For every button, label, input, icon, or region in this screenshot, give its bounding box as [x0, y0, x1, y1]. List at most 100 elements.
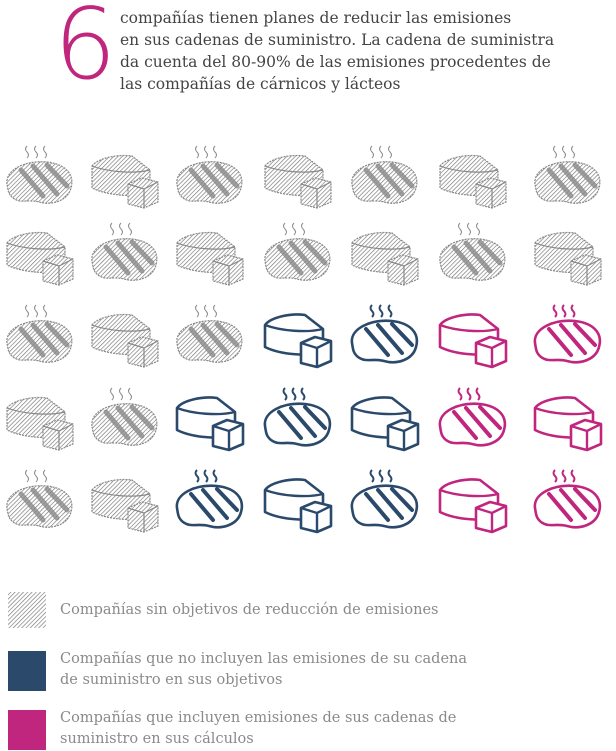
steam — [301, 222, 305, 236]
cheese-cube-edge — [127, 505, 159, 532]
steak-stripe — [18, 167, 46, 199]
steam — [110, 387, 114, 401]
cheese-icon — [438, 313, 508, 369]
steam — [204, 304, 208, 318]
steak-stripe — [572, 162, 598, 189]
cheese-icon — [350, 396, 420, 452]
steam — [552, 469, 558, 483]
cheese-icon — [533, 396, 603, 452]
cheese-icon — [263, 313, 333, 369]
cheese-icon — [6, 231, 74, 286]
steam — [203, 469, 209, 483]
steak-icon — [91, 222, 158, 281]
cheese-icon — [175, 396, 245, 452]
steak-stripe — [376, 323, 404, 355]
steak-stripe — [559, 488, 587, 520]
steak-icon — [439, 222, 506, 281]
cheese-cube-edge — [475, 181, 507, 208]
cheese-cube-edge — [570, 422, 602, 450]
steam — [119, 222, 123, 236]
steak-stripe — [390, 487, 414, 512]
steam — [552, 304, 558, 318]
steak-stripe — [464, 406, 492, 438]
cheese-cube-edge — [475, 504, 507, 532]
cheese-edge — [534, 242, 594, 250]
steak-stripe — [376, 488, 404, 520]
steak-stripe — [188, 326, 216, 358]
steak-icon — [350, 469, 419, 529]
cheese-cube-edge — [475, 339, 507, 367]
cheese-cube — [570, 254, 602, 286]
steam — [291, 387, 297, 401]
cheese-cube-edge — [127, 181, 159, 208]
cheese-cube — [212, 254, 244, 286]
steam — [195, 145, 199, 159]
steak-stripe — [201, 488, 229, 520]
steak-icon — [264, 222, 331, 281]
cheese-icon — [264, 154, 332, 209]
steak-stripe — [478, 405, 502, 430]
steak-stripe — [30, 487, 60, 521]
steam — [212, 469, 218, 483]
steak-stripe — [547, 492, 573, 522]
steak-icon — [533, 304, 602, 364]
legend-swatch-hatched — [8, 592, 46, 628]
cheese-edge — [534, 406, 594, 416]
header-line: da cuenta del 80-90% de las emisiones pr… — [120, 53, 551, 71]
cheese-icon — [534, 231, 602, 286]
steak-stripe — [559, 323, 587, 355]
cheese-icon — [439, 154, 507, 209]
steak-stripe — [18, 491, 46, 523]
cheese-edge — [176, 242, 236, 250]
steak-icon — [263, 387, 332, 447]
cheese-cube-edge — [212, 258, 244, 285]
steak-stripe — [389, 162, 415, 189]
steak-stripe — [129, 404, 155, 431]
steak-stripe — [115, 405, 145, 439]
cheese-edge — [176, 406, 236, 416]
steam — [43, 304, 47, 318]
steak-stripe — [277, 410, 303, 440]
steak-stripe — [276, 244, 304, 276]
legend-text: Compañías que no incluyen las emisiones … — [60, 651, 467, 667]
steak-icon — [175, 469, 244, 529]
cheese-cube — [475, 177, 507, 209]
steak-icon — [534, 145, 601, 204]
cheese-cube-edge — [570, 258, 602, 285]
steak-stripe — [103, 409, 131, 441]
cheese-cube — [42, 419, 74, 451]
cheese-edge — [91, 489, 151, 497]
cheese-icon — [6, 396, 74, 451]
steam — [369, 469, 375, 483]
cheese-edge — [264, 165, 324, 173]
header-line: compañías tienen planes de reducir las e… — [120, 9, 511, 27]
steak-stripe — [558, 163, 588, 197]
header-line: las compañías de cárnicos y lácteos — [120, 75, 400, 93]
cheese-edge — [439, 323, 499, 333]
steam — [387, 469, 393, 483]
steak-icon — [6, 145, 73, 204]
cheese-cube-edge — [387, 422, 419, 450]
steam — [43, 469, 47, 483]
steak-icon — [438, 387, 507, 447]
cheese-cube-edge — [300, 504, 332, 532]
steak-stripe — [573, 487, 597, 512]
steam — [204, 145, 208, 159]
cheese-edge — [6, 407, 66, 415]
steam — [570, 469, 576, 483]
cheese-cube-edge — [300, 181, 332, 208]
cheese-edge — [351, 406, 411, 416]
cheese-edge — [439, 165, 499, 173]
steam — [476, 222, 480, 236]
cheese-icon — [176, 231, 244, 286]
steam — [562, 145, 566, 159]
cheese-edge — [6, 242, 66, 250]
steam — [119, 387, 123, 401]
legend-text: suministro en sus cálculos — [60, 731, 254, 747]
steak-stripe — [375, 163, 405, 197]
cheese-cube-edge — [212, 422, 244, 450]
steam — [378, 304, 384, 318]
steak-stripe — [573, 322, 597, 347]
steak-stripe — [364, 327, 390, 357]
